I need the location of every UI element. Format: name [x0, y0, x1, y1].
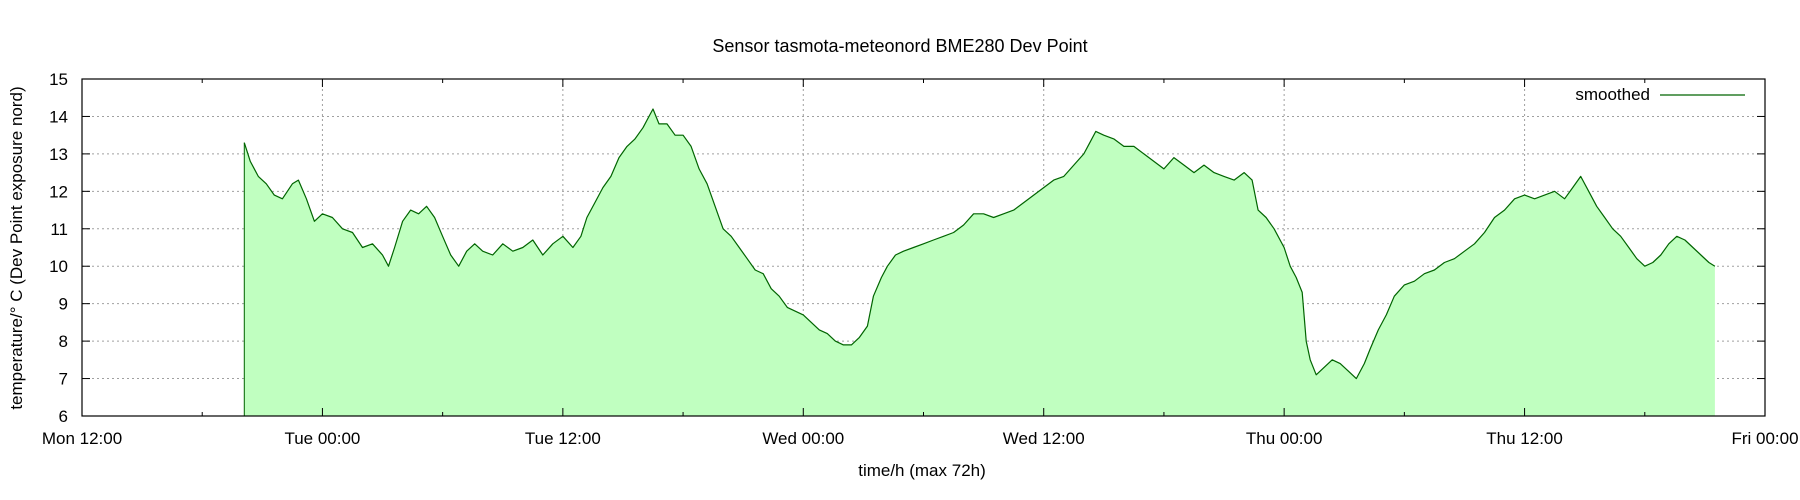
x-tick-label: Thu 12:00 [1486, 429, 1563, 448]
series-line-smoothed [243, 108, 1716, 380]
x-tick-label: Wed 12:00 [1003, 429, 1085, 448]
y-tick-label: 15 [49, 70, 68, 89]
y-axis-label: temperature/° C (Dev Point exposure nord… [7, 86, 26, 409]
y-tick-label: 7 [59, 370, 68, 389]
x-tick-label: Fri 00:00 [1731, 429, 1798, 448]
x-tick-label: Thu 00:00 [1246, 429, 1323, 448]
y-tick-label: 10 [49, 257, 68, 276]
y-tick-label: 6 [59, 407, 68, 426]
y-tick-label: 12 [49, 182, 68, 201]
x-axis-label: time/h (max 72h) [858, 461, 986, 480]
legend-label: smoothed [1575, 85, 1650, 104]
y-tick-label: 9 [59, 295, 68, 314]
chart-title: Sensor tasmota-meteonord BME280 Dev Poin… [712, 36, 1087, 56]
y-axis-tick-labels: 6 7 8 9 10 11 12 13 14 15 [49, 70, 68, 426]
series-area-smoothed [244, 109, 1715, 416]
y-tick-label: 14 [49, 107, 68, 126]
legend: smoothed [1575, 85, 1745, 104]
x-tick-label: Wed 00:00 [762, 429, 844, 448]
x-tick-label: Tue 00:00 [284, 429, 360, 448]
x-axis-tick-labels: Mon 12:00 Tue 00:00 Tue 12:00 Wed 00:00 Wed … [42, 429, 1799, 448]
y-tick-label: 8 [59, 332, 68, 351]
plot-area [243, 108, 1716, 416]
axis-ticks [81, 78, 1766, 417]
y-tick-label: 11 [50, 220, 68, 239]
y-tick-label: 13 [49, 145, 68, 164]
x-tick-label: Mon 12:00 [42, 429, 122, 448]
x-tick-label: Tue 12:00 [525, 429, 601, 448]
